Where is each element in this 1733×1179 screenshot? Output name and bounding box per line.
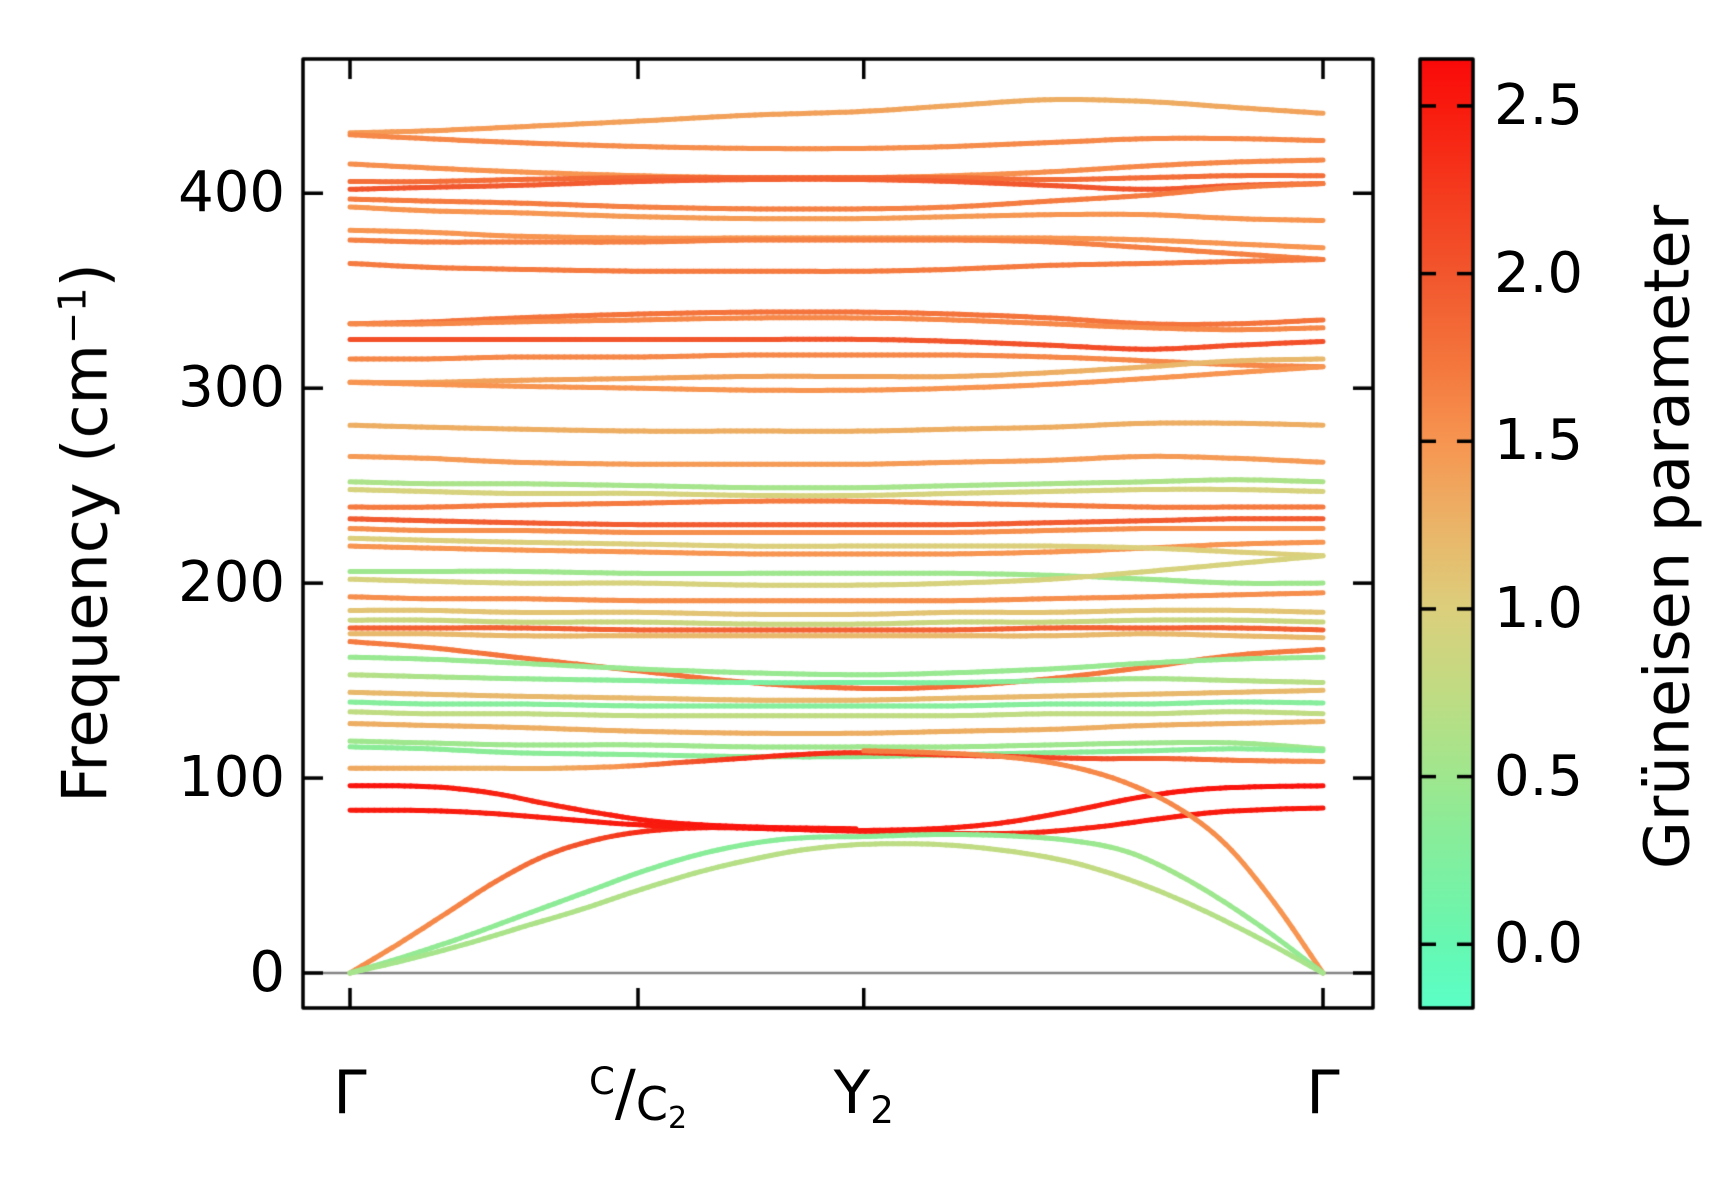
x-tick-label: Γ — [333, 1058, 366, 1128]
y-tick-label: 300 — [178, 355, 285, 421]
k-label-main: Γ — [333, 1058, 367, 1128]
x-tick-label: Γ — [1306, 1058, 1339, 1128]
k-label-main: Y — [833, 1058, 871, 1128]
k-label-main: / — [614, 1056, 636, 1129]
y-tick-label: 100 — [178, 745, 285, 811]
colorbar-tick-label: 2.5 — [1494, 72, 1584, 138]
y-axis-label: Frequency (cm−1) — [48, 263, 122, 803]
colorbar-tick-label: 0.5 — [1494, 743, 1584, 809]
colorbar-tick-label: 2.0 — [1494, 240, 1584, 306]
y-tick-label: 200 — [178, 550, 285, 616]
colorbar-label: Grüneisen parameter — [1630, 204, 1704, 870]
y-tick-label: 400 — [178, 160, 285, 226]
k-label-subscript: 2 — [870, 1088, 894, 1133]
k-label-superscript: C — [588, 1058, 615, 1103]
colorbar-tick-label: 0.0 — [1494, 911, 1584, 977]
y-axis-label-superscript: −1 — [50, 287, 96, 345]
colorbar-tick-label: 1.5 — [1494, 408, 1584, 474]
x-tick-label: Y2 — [834, 1058, 894, 1135]
x-tick-label: C/C2 — [589, 1058, 687, 1140]
k-label-subscript: 2 — [667, 1100, 688, 1136]
k-label-main: Γ — [1306, 1058, 1340, 1128]
colorbar-tick-label: 1.0 — [1494, 575, 1584, 641]
y-tick-label: 0 — [249, 940, 285, 1005]
k-label-post: C — [635, 1076, 668, 1131]
